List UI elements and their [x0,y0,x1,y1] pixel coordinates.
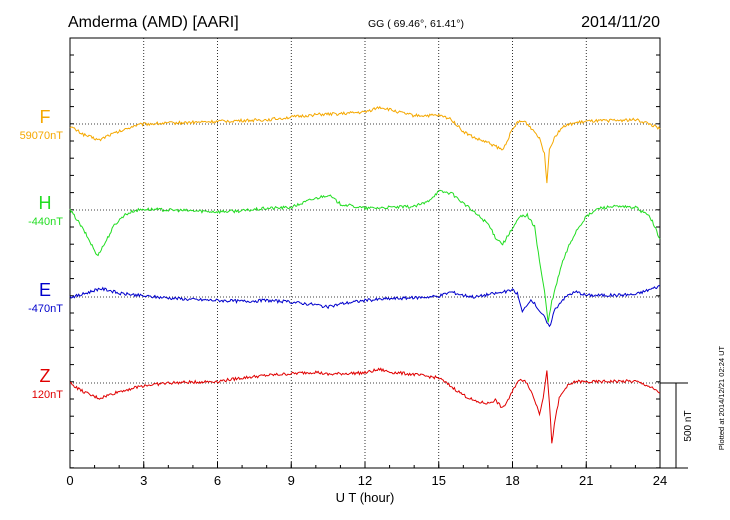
x-tick-label: 15 [432,473,446,488]
x-tick-label: 24 [653,473,667,488]
series-name-z: Z [40,366,51,386]
series-line-z [69,367,661,444]
x-tick-label: 0 [66,473,73,488]
x-tick-label: 6 [214,473,221,488]
series-name-e: E [39,280,51,300]
x-tick-label: 21 [579,473,593,488]
scale-bar: 500 nT [660,382,694,469]
station-title: Amderma (AMD) [AARI] [68,14,239,31]
ticks-layer: 0 3 6 9 12 15 18 21 24 [66,54,667,488]
series-layer [69,105,661,444]
date-label: 2014/11/20 [581,14,660,31]
series-line-h [69,189,661,323]
baseline-value-f: 59070nT [20,130,64,142]
x-tick-label: 18 [505,473,519,488]
x-tick-label: 12 [358,473,372,488]
grid-layer [70,38,660,468]
series-name-f: F [40,107,51,127]
series-name-h: H [39,193,52,213]
x-tick-label: 9 [288,473,295,488]
plot-frame [69,37,661,469]
x-tick-label: 3 [140,473,147,488]
scale-bar-label: 500 nT [683,410,694,441]
x-axis-label: U T (hour) [336,490,395,505]
baseline-value-z: 120nT [32,389,63,401]
series-line-e [69,285,661,328]
plotted-at-label: Plotted at 2014/12/21 02:24 UT [717,345,726,450]
baseline-value-h: -440nT [28,216,63,228]
series-line-f [69,105,661,184]
labels-layer: F 59070nT H -440nT E -470nT Z 120nT [20,107,64,401]
coordinates-label: GG ( 69.46°, 61.41°) [368,18,464,30]
baseline-value-e: -470nT [28,303,63,315]
